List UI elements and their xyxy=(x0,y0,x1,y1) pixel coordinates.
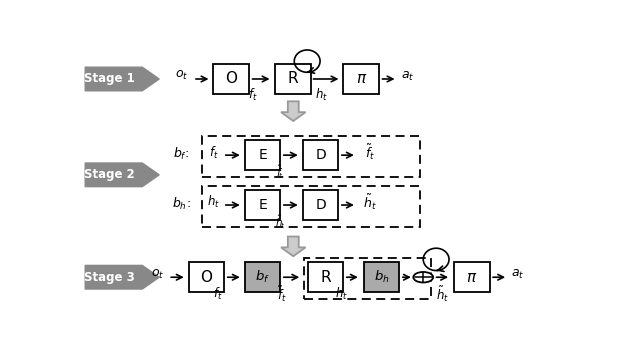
Circle shape xyxy=(413,272,433,282)
Polygon shape xyxy=(85,163,159,187)
Text: R: R xyxy=(288,72,299,87)
Text: Stage 2: Stage 2 xyxy=(84,168,135,181)
Text: $\tilde{h}_t$: $\tilde{h}_t$ xyxy=(436,285,449,304)
Bar xyxy=(202,136,420,177)
Bar xyxy=(364,262,399,292)
Bar xyxy=(344,64,379,94)
Text: $b_f\!:$: $b_f\!:$ xyxy=(173,146,190,162)
Text: $\hat{h}_{\!t}$: $\hat{h}_{\!t}$ xyxy=(275,213,285,231)
Text: $h_t$: $h_t$ xyxy=(315,87,328,103)
Text: $f_t$: $f_t$ xyxy=(248,87,257,103)
Text: O: O xyxy=(225,72,237,87)
Text: $a_t$: $a_t$ xyxy=(401,70,414,83)
Bar xyxy=(454,262,490,292)
Polygon shape xyxy=(85,67,159,91)
Text: $o_t$: $o_t$ xyxy=(151,268,164,281)
Text: $f_t$: $f_t$ xyxy=(209,145,219,161)
Text: $b_h\!:$: $b_h\!:$ xyxy=(172,196,191,212)
Text: Stage 3: Stage 3 xyxy=(84,271,135,284)
Text: E: E xyxy=(258,198,267,212)
Text: $f_t$: $f_t$ xyxy=(213,286,223,302)
Bar xyxy=(304,258,431,299)
Text: D: D xyxy=(315,198,326,212)
Text: $\pi$: $\pi$ xyxy=(466,270,477,285)
Bar xyxy=(303,190,339,220)
Bar xyxy=(244,190,280,220)
Text: $b_h$: $b_h$ xyxy=(374,269,389,285)
Text: $b_f$: $b_f$ xyxy=(255,269,270,285)
Text: $\hat{f}_{\!t}$: $\hat{f}_{\!t}$ xyxy=(276,163,284,181)
Bar xyxy=(275,64,311,94)
Bar xyxy=(308,262,344,292)
Polygon shape xyxy=(85,265,159,289)
Text: $\pi$: $\pi$ xyxy=(356,72,367,87)
Bar xyxy=(244,262,280,292)
Polygon shape xyxy=(281,237,305,256)
Polygon shape xyxy=(281,101,305,121)
Bar xyxy=(202,186,420,226)
Text: $\tilde{f}_t$: $\tilde{f}_t$ xyxy=(365,143,375,162)
Text: $h_t$: $h_t$ xyxy=(335,286,348,302)
Text: E: E xyxy=(258,148,267,162)
Text: O: O xyxy=(200,270,212,285)
Text: Stage 1: Stage 1 xyxy=(84,73,135,86)
Text: D: D xyxy=(315,148,326,162)
Bar xyxy=(213,64,249,94)
Text: R: R xyxy=(320,270,331,285)
Text: $o_t$: $o_t$ xyxy=(175,69,188,83)
Text: $\tilde{f}_t$: $\tilde{f}_t$ xyxy=(278,285,287,304)
Text: $a_t$: $a_t$ xyxy=(511,268,524,281)
Text: $h_t$: $h_t$ xyxy=(207,194,220,210)
Bar xyxy=(303,140,339,170)
Bar xyxy=(189,262,225,292)
Text: $\tilde{h}_t$: $\tilde{h}_t$ xyxy=(364,193,377,212)
Bar xyxy=(244,140,280,170)
